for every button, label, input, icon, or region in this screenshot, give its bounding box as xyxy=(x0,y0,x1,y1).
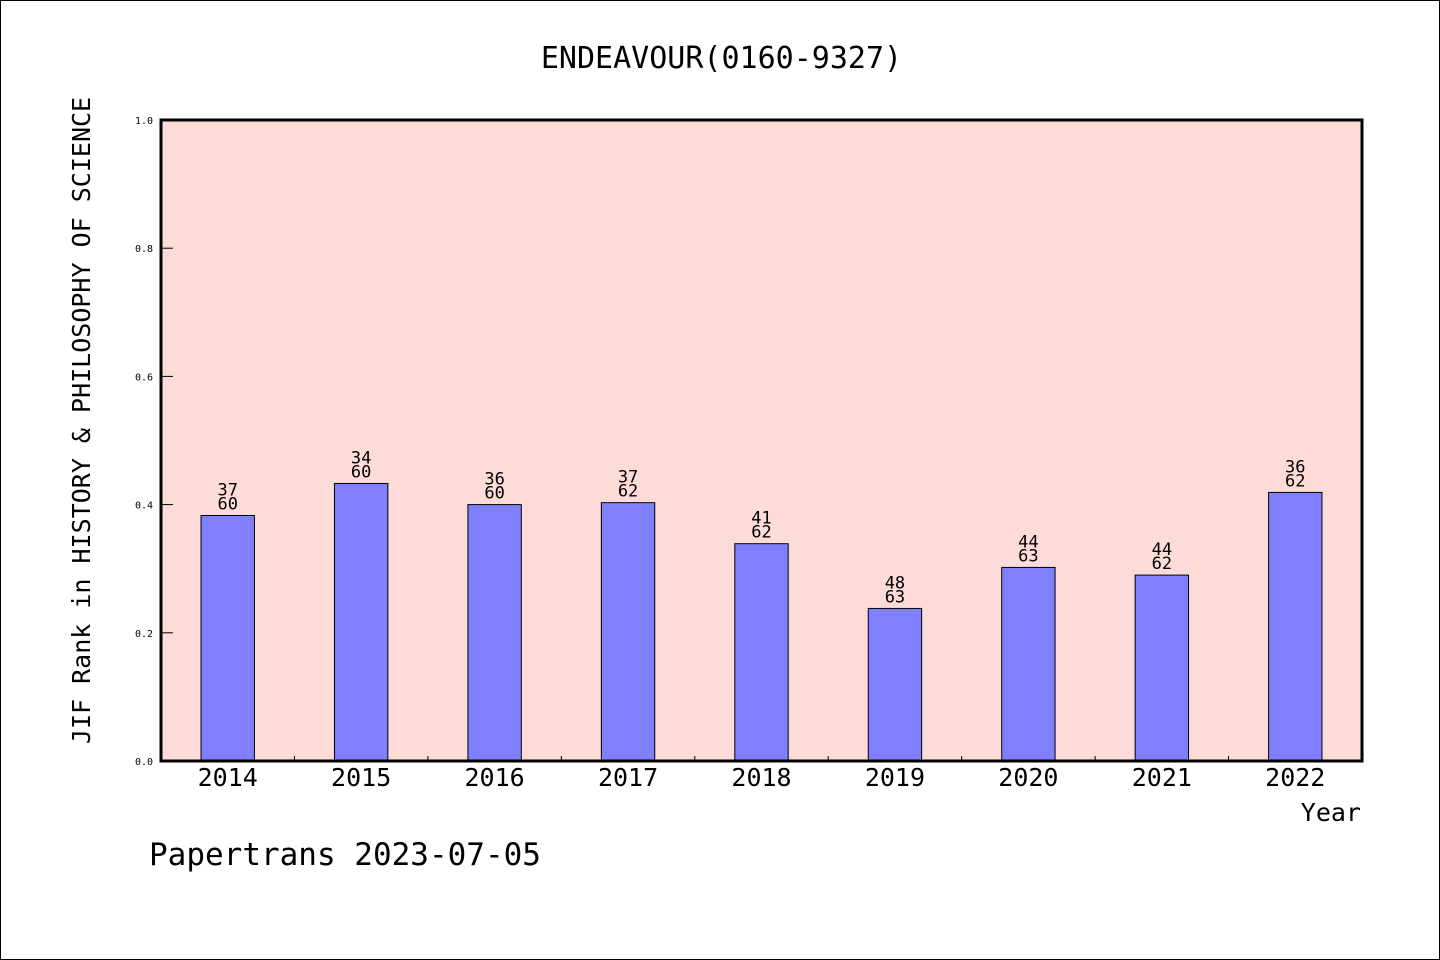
y-tick-label: 0.6 xyxy=(135,372,153,383)
bar-label-rank-2016: 36 xyxy=(484,470,504,490)
y-tick-label: 1.0 xyxy=(135,116,153,127)
bar-2015 xyxy=(333,482,389,762)
y-tick-label: 0.8 xyxy=(135,244,153,255)
x-tick-label-2021: 2021 xyxy=(1132,763,1192,792)
x-axis-ticks: 2014 2015 2016 2017 2018 2019 2020 2021 2022 xyxy=(198,756,1325,792)
bar-2022 xyxy=(1268,491,1323,762)
bar-label-rank-2019: 48 xyxy=(885,573,905,593)
bar-label-total-2019: 63 xyxy=(885,587,905,607)
bar-label-rank-2022: 36 xyxy=(1285,457,1305,477)
x-tick-label-2019: 2019 xyxy=(865,763,925,792)
y-tick-label: 0.4 xyxy=(135,501,153,512)
x-tick-label-2017: 2017 xyxy=(598,763,658,792)
bar-2019 xyxy=(867,607,923,762)
bar-label-rank-2014: 37 xyxy=(217,480,237,500)
bar-label-total-2015: 60 xyxy=(351,462,371,482)
y-tick-label: 0.0 xyxy=(135,757,153,768)
x-tick-label-2020: 2020 xyxy=(998,763,1058,792)
bar-2017 xyxy=(600,502,656,762)
bar-2020 xyxy=(1001,566,1056,762)
plot-border xyxy=(159,118,1364,763)
bar-2016 xyxy=(467,504,522,762)
bar-2018 xyxy=(734,543,789,762)
x-tick-label-2015: 2015 xyxy=(331,763,391,792)
bar-label-total-2017: 62 xyxy=(618,482,638,502)
bars-group xyxy=(200,482,1323,762)
bar-label-total-2018: 62 xyxy=(751,523,771,543)
bar-label-rank-2020: 44 xyxy=(1018,532,1038,552)
bar-2014 xyxy=(200,514,255,762)
x-tick-label-2016: 2016 xyxy=(465,763,525,792)
bar-label-rank-2017: 37 xyxy=(618,468,638,488)
bar-label-total-2020: 63 xyxy=(1018,546,1038,566)
chart-title: ENDEAVOUR(0160-9327) xyxy=(541,41,902,76)
y-tick-label: 0.2 xyxy=(135,629,153,640)
bar-2021 xyxy=(1134,574,1190,762)
bar-label-rank-2018: 41 xyxy=(751,509,771,529)
bar-label-total-2016: 60 xyxy=(484,484,504,504)
y-axis-label: JIF Rank in HISTORY & PHILOSOPHY OF SCIE… xyxy=(67,97,96,744)
y-axis-ticks: 0.0 0.2 0.4 0.6 0.8 1.0 xyxy=(135,116,173,768)
x-axis-label: Year xyxy=(1301,798,1361,827)
bar-label-rank-2015: 34 xyxy=(351,448,371,468)
bar-label-rank-2021: 44 xyxy=(1152,540,1172,560)
footer-credit: Papertrans 2023-07-05 xyxy=(149,837,541,873)
bar-label-total-2014: 60 xyxy=(217,494,237,514)
x-tick-label-2014: 2014 xyxy=(198,763,258,792)
x-tick-label-2022: 2022 xyxy=(1265,763,1325,792)
x-tick-label-2018: 2018 xyxy=(731,763,791,792)
bar-label-total-2021: 62 xyxy=(1152,554,1172,574)
bar-label-total-2022: 62 xyxy=(1285,471,1305,491)
